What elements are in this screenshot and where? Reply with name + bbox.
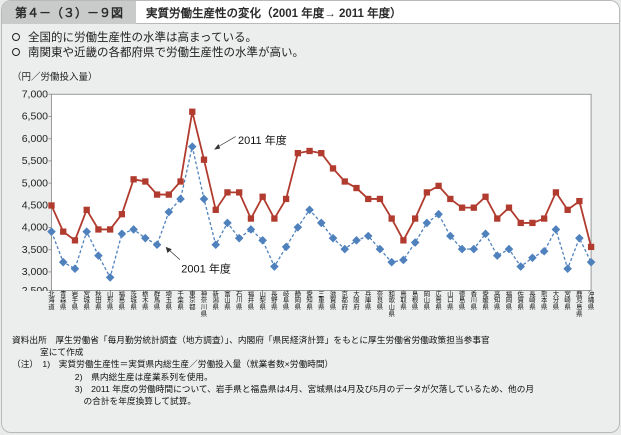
svg-text:6,500: 6,500 — [22, 111, 48, 123]
svg-text:4,000: 4,000 — [22, 222, 48, 234]
svg-text:5,000: 5,000 — [22, 177, 48, 189]
svg-text:2001 年度: 2001 年度 — [181, 262, 231, 276]
svg-text:6,000: 6,000 — [22, 133, 48, 145]
svg-text:2,500: 2,500 — [22, 285, 48, 291]
svg-text:7,000: 7,000 — [22, 89, 48, 101]
svg-text:2011 年度: 2011 年度 — [238, 133, 287, 147]
svg-text:5,500: 5,500 — [22, 155, 48, 167]
svg-text:3,000: 3,000 — [22, 266, 48, 278]
svg-text:3,500: 3,500 — [22, 244, 48, 256]
svg-text:4,500: 4,500 — [22, 200, 48, 212]
